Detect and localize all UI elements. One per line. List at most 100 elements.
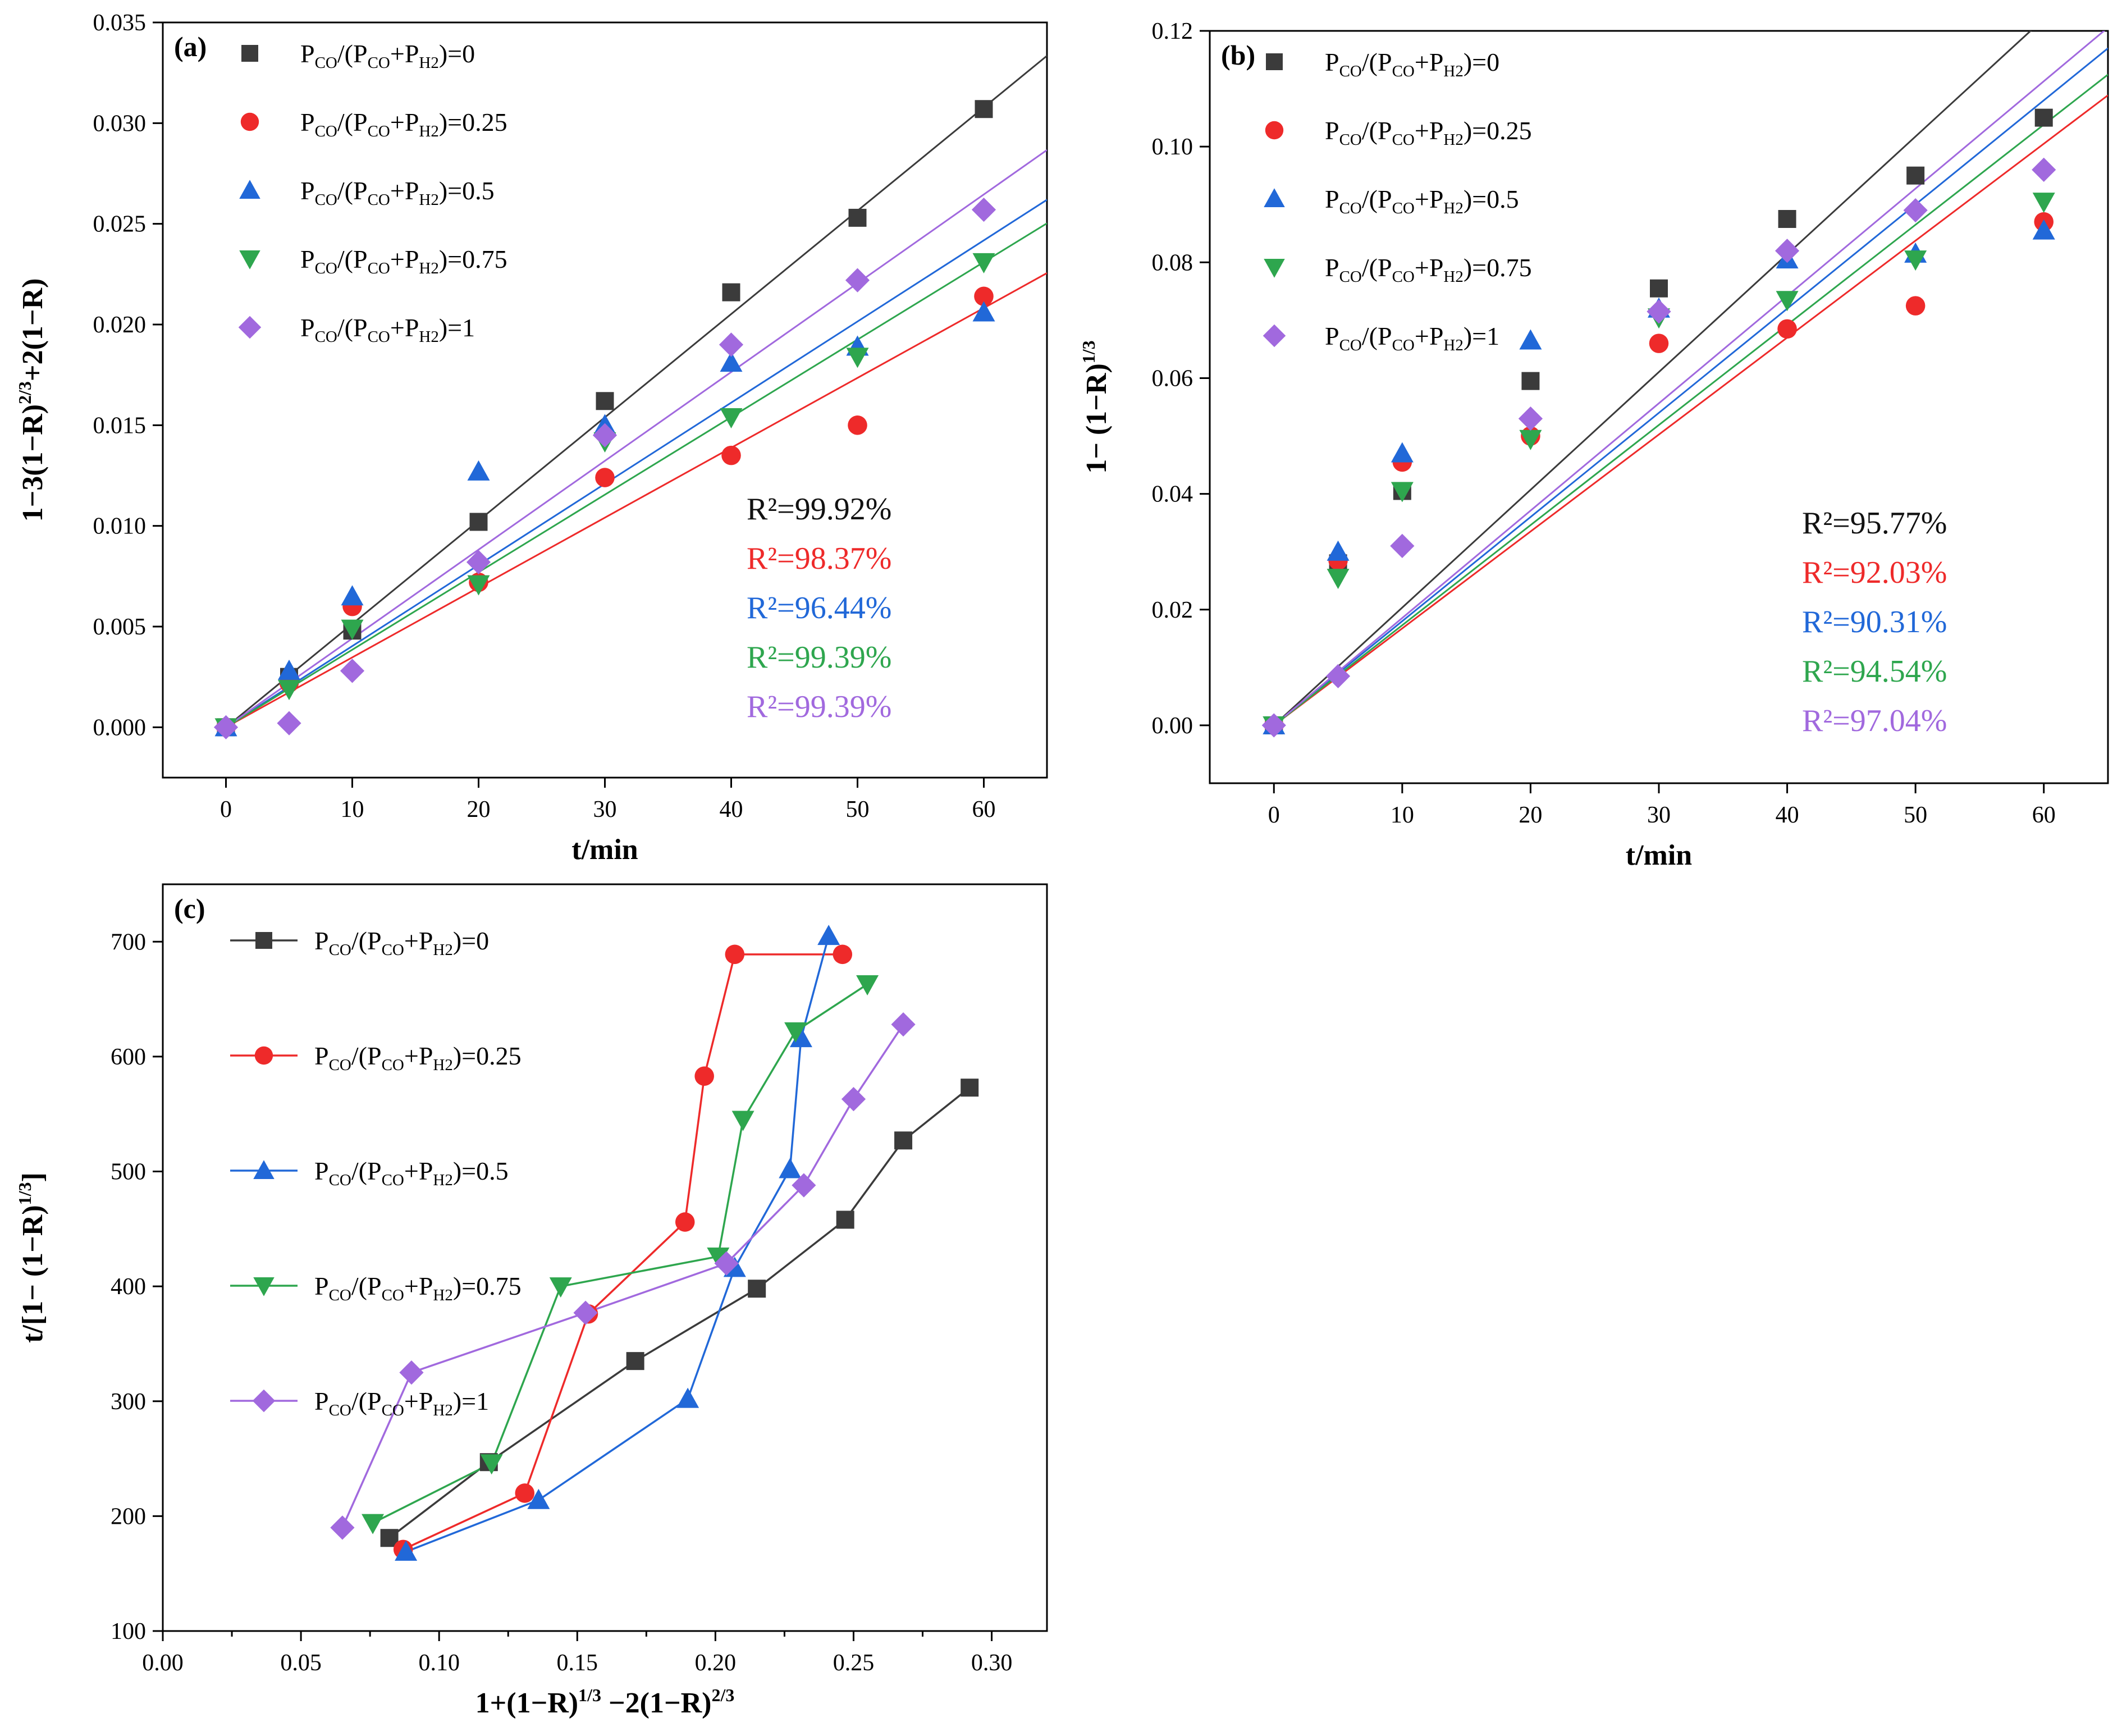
fit-line-P075	[1273, 74, 2108, 727]
legend-marker-P075	[1264, 259, 1285, 278]
data-point-P05	[341, 585, 364, 606]
y-axis-title: 1−3(1−R)2/3+2(1−R)	[15, 278, 49, 522]
r2-annotation-P05: R²=96.44%	[747, 591, 891, 625]
data-point-P1	[1903, 198, 1928, 223]
plot-series-group	[330, 925, 979, 1561]
data-point-P075	[2032, 193, 2055, 213]
data-point-P075	[341, 619, 364, 640]
x-tick-label: 0.15	[557, 1650, 598, 1676]
legend-label-P0: PCO/(PCO+PH2)=0	[1325, 48, 1499, 80]
data-point-P1	[891, 1012, 916, 1037]
plot-series-group	[213, 55, 1047, 739]
data-point-P1	[573, 1300, 598, 1325]
data-point-P075	[972, 253, 995, 273]
data-point-P025	[833, 944, 853, 965]
plot-series-group	[1261, 31, 2108, 738]
legend-marker-P025	[1265, 121, 1284, 140]
data-point-P1	[466, 550, 491, 574]
fit-line-P0	[1273, 31, 2032, 727]
legend-label-P1: PCO/(PCO+PH2)=1	[314, 1387, 489, 1419]
data-point-P1	[1325, 664, 1351, 688]
data-point-P075	[707, 1247, 730, 1268]
data-point-P1	[1518, 406, 1543, 431]
legend: PCO/(PCO+PH2)=0 PCO/(PCO+PH2)=0.25 PCO/(PC…	[238, 39, 507, 346]
x-tick-label: 50	[1904, 802, 1927, 828]
data-point-P05	[1519, 329, 1542, 350]
x-tick-label: 0.25	[833, 1650, 875, 1676]
data-point-P0	[748, 1280, 766, 1298]
data-point-P075	[1519, 430, 1542, 450]
x-tick-label: 10	[1391, 802, 1414, 828]
r2-annotation-P1: R²=99.39%	[747, 689, 891, 724]
data-point-P025	[848, 415, 867, 435]
data-point-P1	[719, 332, 744, 357]
data-point-P1	[399, 1360, 424, 1385]
x-tick-label: 0.10	[418, 1650, 460, 1676]
panel-label: (b)	[1221, 39, 1255, 71]
data-point-P0	[596, 392, 614, 410]
y-tick-label: 300	[111, 1389, 146, 1415]
fit-line-P025	[225, 272, 1047, 728]
data-point-P1	[277, 711, 301, 735]
data-point-P075	[549, 1277, 572, 1298]
y-tick-label: 600	[111, 1044, 146, 1070]
legend-marker-P05	[239, 180, 260, 199]
data-point-P075	[362, 1514, 385, 1534]
data-point-P0	[1778, 210, 1796, 228]
y-axis-title: 1− (1−R)1/3​	[1078, 340, 1113, 473]
data-point-P025	[675, 1212, 695, 1232]
data-point-P05	[527, 1488, 550, 1509]
data-point-P0	[469, 513, 488, 531]
fit-line-P1	[1273, 31, 2106, 727]
data-point-P1	[1775, 239, 1800, 263]
x-axis-title: 1+(1−R)1/3 −2(1−R)2/3​	[475, 1685, 735, 1719]
x-tick-label: 0.30	[971, 1650, 1013, 1676]
y-tick-label: 0.020	[93, 312, 147, 338]
data-point-P025	[725, 944, 745, 965]
fit-line-P075	[225, 222, 1047, 728]
x-tick-label: 0.05	[280, 1650, 322, 1676]
data-point-P0	[626, 1352, 644, 1370]
data-point-P1	[841, 1087, 866, 1112]
y-tick-label: 0.08	[1152, 250, 1193, 276]
x-tick-label: 30	[1647, 802, 1671, 828]
legend-label-P075: PCO/(PCO+PH2)=0.75	[300, 245, 507, 277]
data-point-P05	[720, 351, 743, 372]
legend-label-P0: PCO/(PCO+PH2)=0	[314, 926, 489, 959]
y-axis-title: t/[1− (1−R)1/3]	[15, 1172, 49, 1343]
legend-marker-P075	[239, 250, 260, 269]
data-point-P0	[722, 283, 740, 301]
data-point-P075	[1391, 482, 1414, 502]
legend-label-P05: PCO/(PCO+PH2)=0.5	[1325, 185, 1519, 217]
plot-area-frame	[162, 883, 1048, 1632]
data-point-P05	[395, 1540, 418, 1561]
data-point-P075	[467, 575, 490, 596]
r2-annotation-P025: R²=98.37%	[747, 541, 891, 576]
y-tick-label: 0.10	[1152, 134, 1193, 160]
data-point-P0	[961, 1079, 979, 1097]
y-tick-label: 0.02	[1152, 597, 1193, 623]
y-tick-label: 0.030	[93, 111, 147, 136]
r2-annotation-P0: R²=99.92%	[747, 492, 891, 527]
data-point-P025	[1777, 319, 1797, 339]
fit-line-P0	[225, 55, 1047, 728]
data-point-P075	[278, 680, 300, 701]
data-point-P1	[1647, 299, 1671, 324]
data-point-P0	[848, 208, 867, 227]
y-tick-label: 400	[111, 1274, 146, 1300]
data-point-P1	[792, 1173, 816, 1198]
x-tick-label: 10	[341, 797, 364, 823]
data-point-P0	[1521, 372, 1540, 390]
x-tick-label: 40	[720, 797, 743, 823]
y-tick-label: 0.12	[1152, 19, 1193, 44]
y-tick-label: 100	[111, 1619, 146, 1644]
legend-marker-P025	[240, 112, 259, 131]
x-tick-label: 40	[1776, 802, 1799, 828]
r2-annotation-P075: R²=99.39%	[747, 640, 891, 675]
x-tick-label: 0.20	[695, 1650, 737, 1676]
y-tick-label: 0.010	[93, 514, 147, 540]
x-tick-label: 60	[972, 797, 996, 823]
data-point-P1	[714, 1251, 739, 1276]
data-point-P075	[1327, 569, 1350, 590]
data-point-P075	[1776, 291, 1799, 312]
